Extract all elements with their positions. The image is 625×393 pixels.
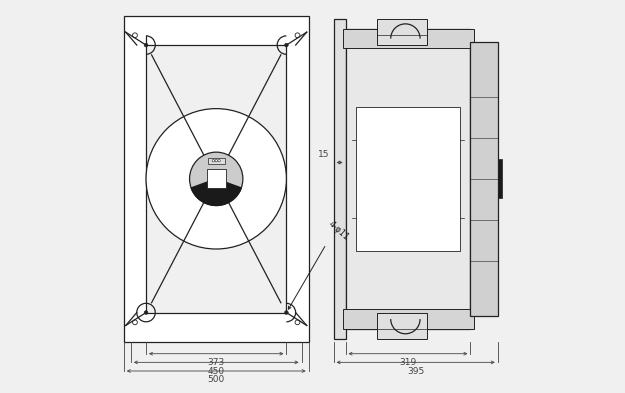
- Text: 373: 373: [208, 358, 225, 367]
- Text: 500: 500: [208, 375, 225, 384]
- Bar: [356, 107, 461, 251]
- Circle shape: [295, 33, 300, 38]
- Bar: [124, 16, 309, 342]
- Polygon shape: [191, 179, 241, 206]
- Circle shape: [132, 33, 138, 38]
- Bar: [343, 309, 474, 329]
- Circle shape: [144, 311, 148, 314]
- Bar: [146, 45, 286, 312]
- Circle shape: [212, 160, 214, 162]
- Text: 395: 395: [407, 367, 424, 376]
- Circle shape: [146, 108, 286, 249]
- Text: 4-φ11: 4-φ11: [327, 219, 351, 242]
- Circle shape: [295, 320, 300, 325]
- Bar: [208, 158, 225, 164]
- Bar: [343, 29, 474, 48]
- Circle shape: [132, 320, 138, 325]
- Bar: [377, 312, 427, 339]
- Circle shape: [284, 43, 288, 47]
- Text: 319: 319: [399, 358, 417, 367]
- Circle shape: [215, 160, 217, 162]
- Text: 15: 15: [319, 150, 330, 159]
- Circle shape: [189, 152, 243, 206]
- Circle shape: [284, 311, 288, 314]
- Bar: [334, 19, 346, 339]
- Circle shape: [144, 43, 148, 47]
- Bar: [498, 159, 502, 198]
- Bar: [207, 169, 226, 188]
- Bar: [346, 29, 471, 329]
- Bar: [471, 42, 498, 316]
- Bar: [377, 19, 427, 45]
- Text: 450: 450: [208, 367, 225, 376]
- Circle shape: [218, 160, 220, 162]
